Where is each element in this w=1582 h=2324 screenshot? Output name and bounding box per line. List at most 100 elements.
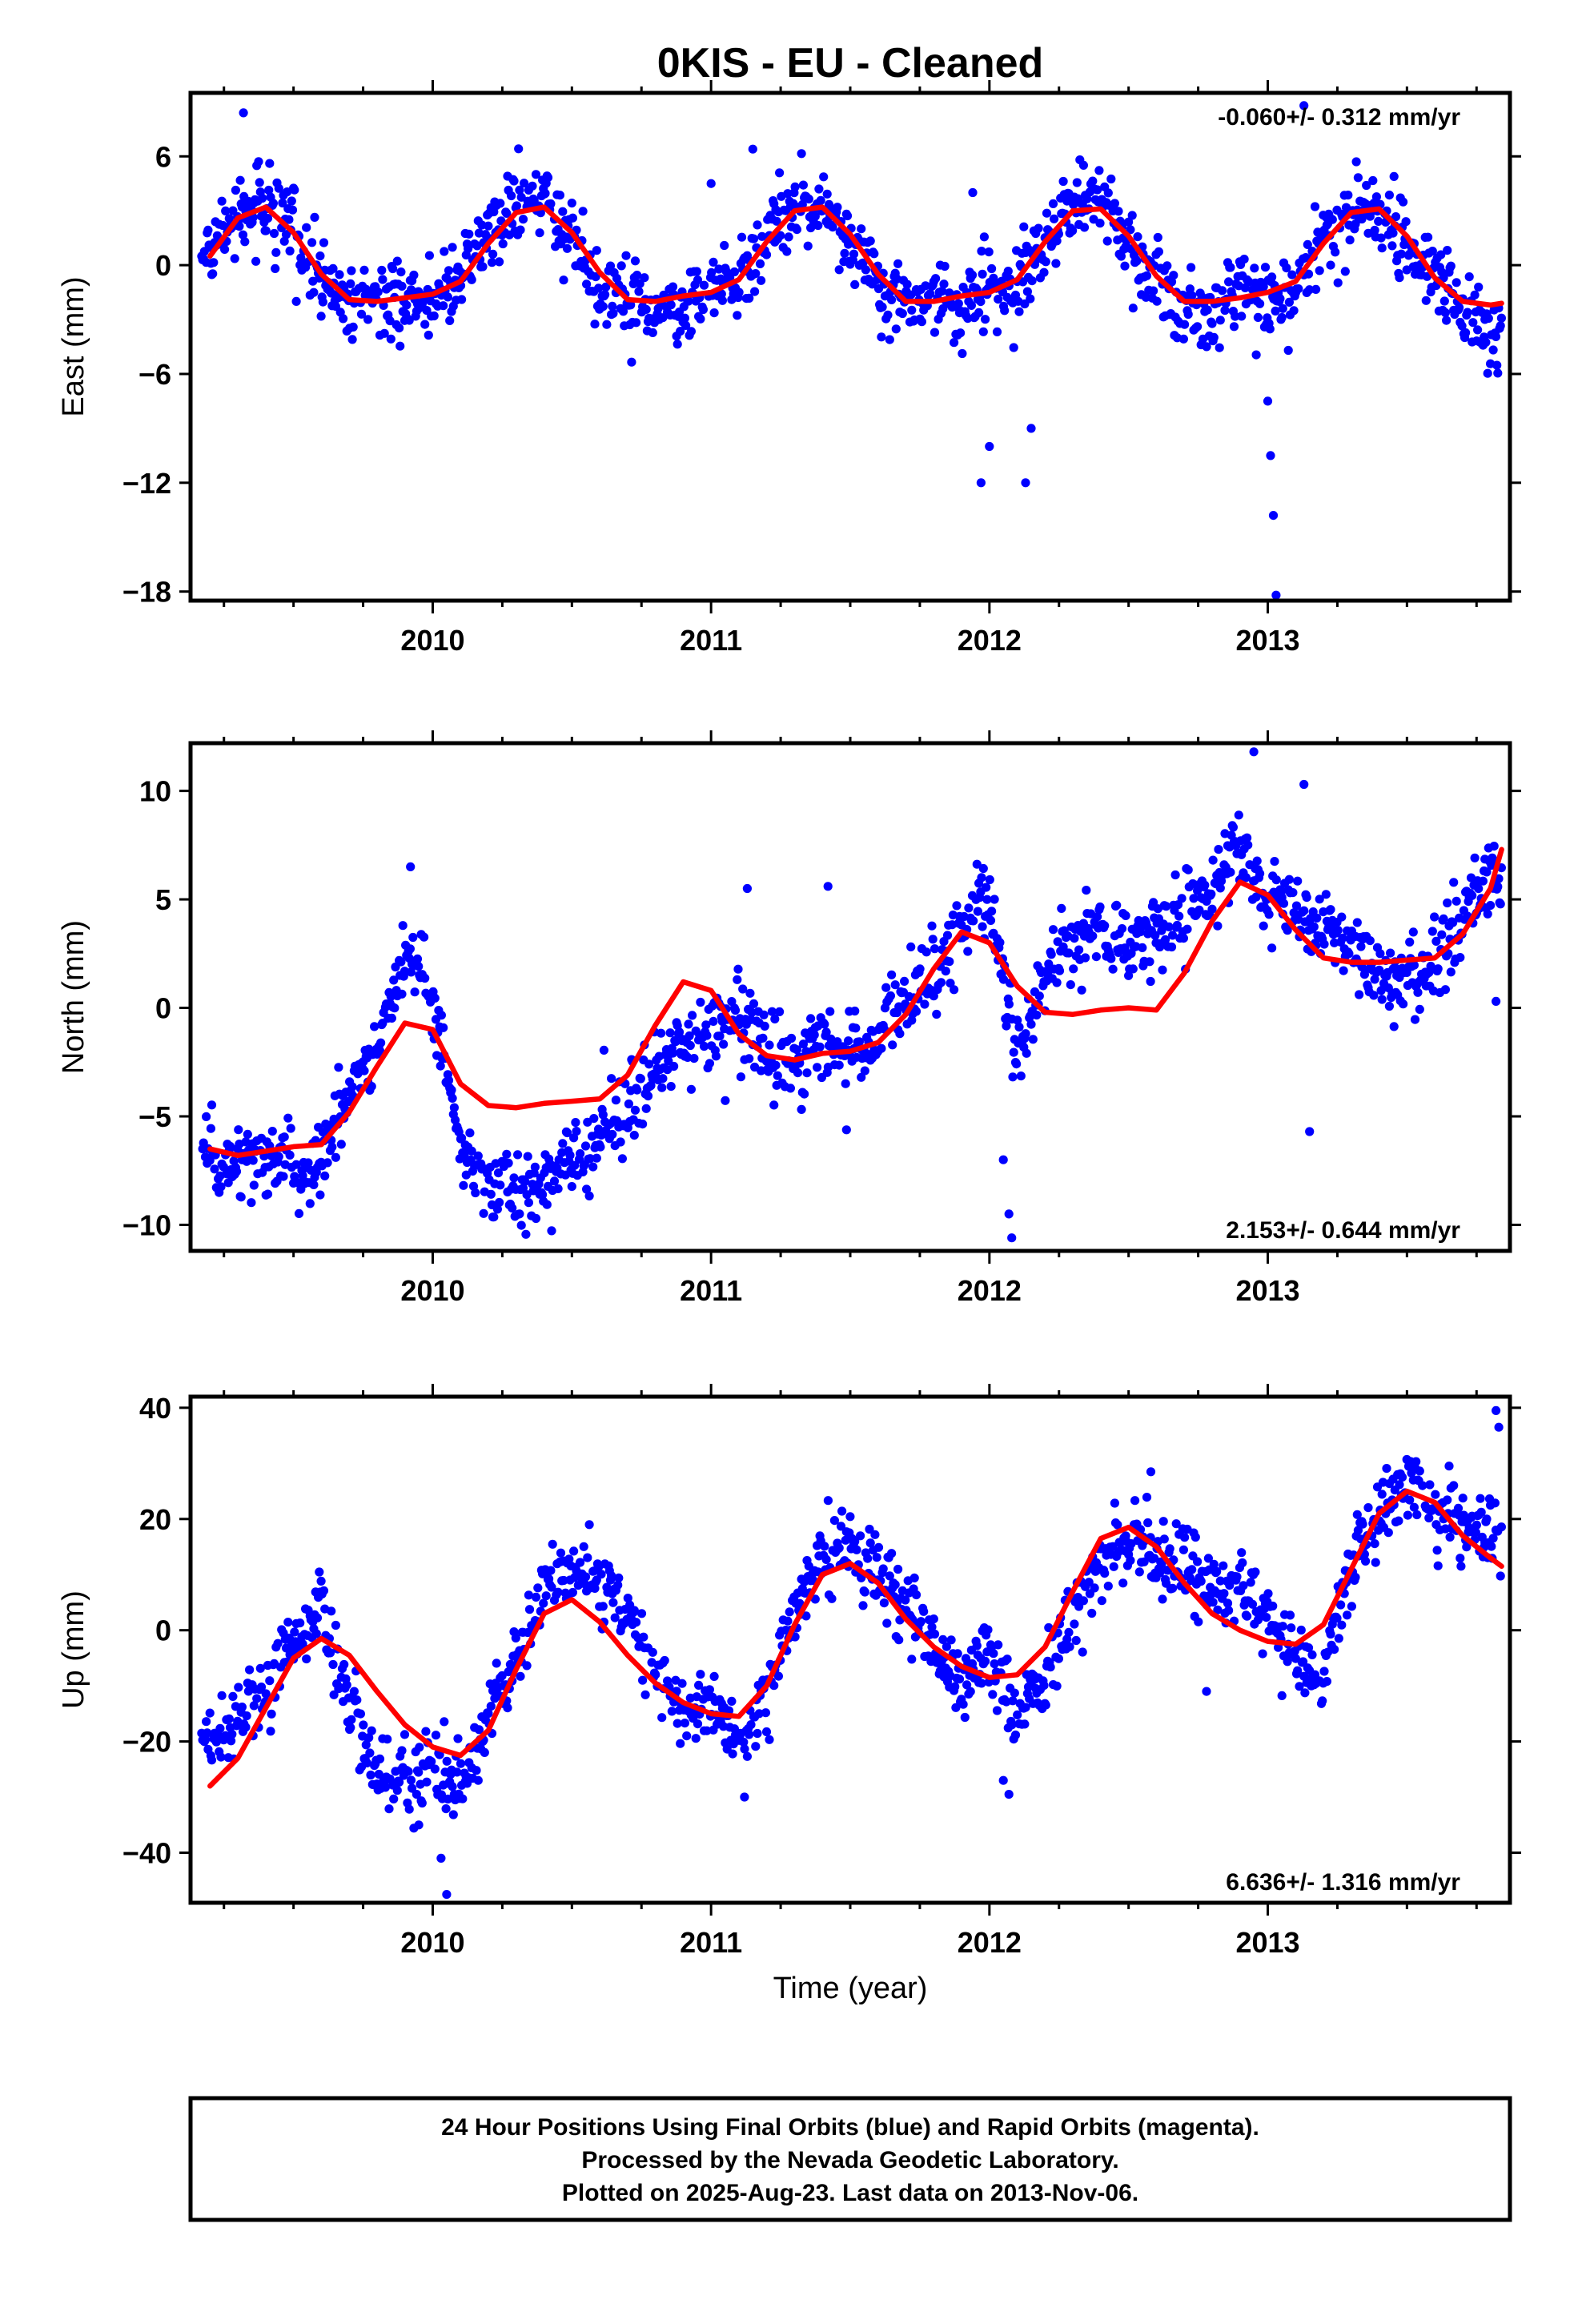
observation-point <box>1405 249 1415 259</box>
observation-point <box>1019 222 1029 231</box>
observation-point <box>945 288 954 298</box>
observation-point <box>585 1154 595 1164</box>
observation-point <box>861 265 870 275</box>
observation-point <box>1039 267 1049 277</box>
observation-point <box>1026 1019 1036 1029</box>
observation-point <box>1020 1719 1030 1729</box>
observation-point <box>584 1191 594 1200</box>
observation-point <box>231 1702 240 1711</box>
observation-point <box>1229 322 1239 332</box>
observation-point <box>878 1564 888 1574</box>
observation-point <box>850 1006 860 1016</box>
observation-point <box>1162 902 1171 911</box>
outlier-point <box>748 144 757 154</box>
observation-point <box>231 1167 242 1176</box>
outlier-point <box>1492 996 1501 1006</box>
observation-point <box>331 1152 340 1162</box>
outlier-point <box>1271 590 1281 600</box>
observation-point <box>279 236 289 246</box>
observation-point <box>770 1014 780 1023</box>
observation-point <box>717 296 728 305</box>
observation-point <box>518 215 528 224</box>
observation-point <box>1009 343 1018 352</box>
observation-point <box>1251 350 1261 360</box>
y-tick-label: −18 <box>122 576 171 609</box>
observation-point <box>877 332 886 342</box>
observation-point <box>1492 360 1502 370</box>
outlier-point <box>998 1775 1008 1785</box>
observation-point <box>906 942 916 951</box>
observation-point <box>680 1719 690 1728</box>
observation-point <box>1090 1583 1099 1593</box>
observation-point <box>840 248 849 258</box>
observation-point <box>820 1542 829 1551</box>
observation-point <box>893 1564 903 1574</box>
observation-point <box>404 316 414 325</box>
observation-point <box>1117 924 1127 934</box>
observation-point <box>522 1661 532 1671</box>
observation-point <box>400 1730 410 1739</box>
observation-point <box>576 1149 585 1159</box>
observation-point <box>445 316 455 325</box>
observation-point <box>1166 942 1177 952</box>
observation-point <box>737 232 747 242</box>
observation-point <box>696 1670 705 1679</box>
observation-point <box>618 307 628 316</box>
observation-point <box>1307 1650 1317 1659</box>
observation-point <box>611 1096 621 1105</box>
observation-point <box>528 181 537 191</box>
observation-point <box>729 267 740 277</box>
observation-point <box>757 275 766 285</box>
observation-point <box>1042 208 1052 218</box>
observation-point <box>927 921 937 931</box>
observation-point <box>1449 878 1459 887</box>
observation-point <box>1371 192 1381 202</box>
observation-point <box>1084 1578 1094 1587</box>
observation-point <box>558 1139 568 1148</box>
observation-point <box>885 335 894 344</box>
observation-point <box>849 249 859 259</box>
observation-point <box>1270 857 1279 866</box>
observation-point <box>994 1640 1003 1650</box>
observation-point <box>981 315 990 324</box>
observation-point <box>1300 1688 1310 1698</box>
observation-point <box>584 1520 594 1530</box>
observation-point <box>1458 1494 1468 1503</box>
observation-point <box>453 1734 463 1743</box>
observation-point <box>806 1014 816 1023</box>
observation-point <box>1082 886 1091 895</box>
y-tick-label: −10 <box>122 1208 171 1241</box>
y-tick-label: 40 <box>139 1392 171 1425</box>
observation-point <box>733 975 742 984</box>
observation-point <box>1158 1517 1168 1526</box>
observation-point <box>286 1124 295 1133</box>
observation-point <box>1283 345 1293 356</box>
observation-point <box>689 1054 699 1063</box>
observation-point <box>431 1731 441 1740</box>
observation-point <box>216 1752 226 1762</box>
observation-point <box>1377 1490 1387 1499</box>
observation-point <box>699 280 709 290</box>
observation-point <box>1486 901 1496 911</box>
observation-point <box>721 1096 730 1105</box>
observation-point <box>1152 296 1162 306</box>
observation-point <box>315 1190 325 1200</box>
observation-point <box>564 1554 574 1564</box>
observation-point <box>1260 263 1271 272</box>
observation-point <box>926 289 935 299</box>
x-axis-label: Time (year) <box>773 1972 928 2005</box>
observation-point <box>583 1553 592 1562</box>
observation-point <box>1388 228 1398 238</box>
observation-point <box>938 287 947 296</box>
chart-title: 0KIS - EU - Cleaned <box>657 40 1044 86</box>
observation-point <box>220 244 230 254</box>
observation-point <box>267 1127 277 1136</box>
x-tick-label: 2013 <box>1235 624 1299 657</box>
observation-point <box>1013 1710 1022 1719</box>
observation-point <box>464 229 474 239</box>
observation-point <box>241 1723 251 1732</box>
outlier-point <box>740 1792 749 1802</box>
observation-point <box>987 263 997 274</box>
observation-point <box>516 192 526 202</box>
observation-point <box>302 1654 311 1664</box>
